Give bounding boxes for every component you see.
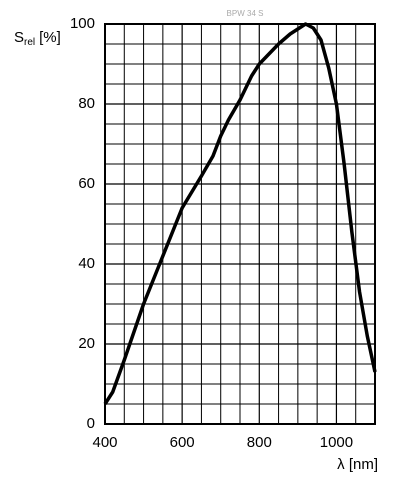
x-tick-label: 400 <box>92 434 117 451</box>
data-line <box>103 22 377 405</box>
y-tick-label: 100 <box>70 15 95 32</box>
chart-title: BPW 34 S <box>227 9 264 18</box>
y-tick-label: 0 <box>87 415 95 432</box>
x-axis-label: λ [nm] <box>337 456 378 473</box>
y-tick-label: 40 <box>78 255 95 272</box>
y-label-unit: [%] <box>39 29 61 46</box>
x-tick-label: 800 <box>247 434 272 451</box>
x-tick-label: 1000 <box>320 434 353 451</box>
y-tick-label: 80 <box>78 95 95 112</box>
y-axis-label: Srel [%] <box>14 29 61 48</box>
y-label-main: S <box>14 29 24 46</box>
plot-frame <box>104 23 376 425</box>
y-tick-label: 20 <box>78 335 95 352</box>
y-tick-label: 60 <box>78 175 95 192</box>
y-label-sub: rel <box>24 37 35 48</box>
x-tick-label: 600 <box>170 434 195 451</box>
